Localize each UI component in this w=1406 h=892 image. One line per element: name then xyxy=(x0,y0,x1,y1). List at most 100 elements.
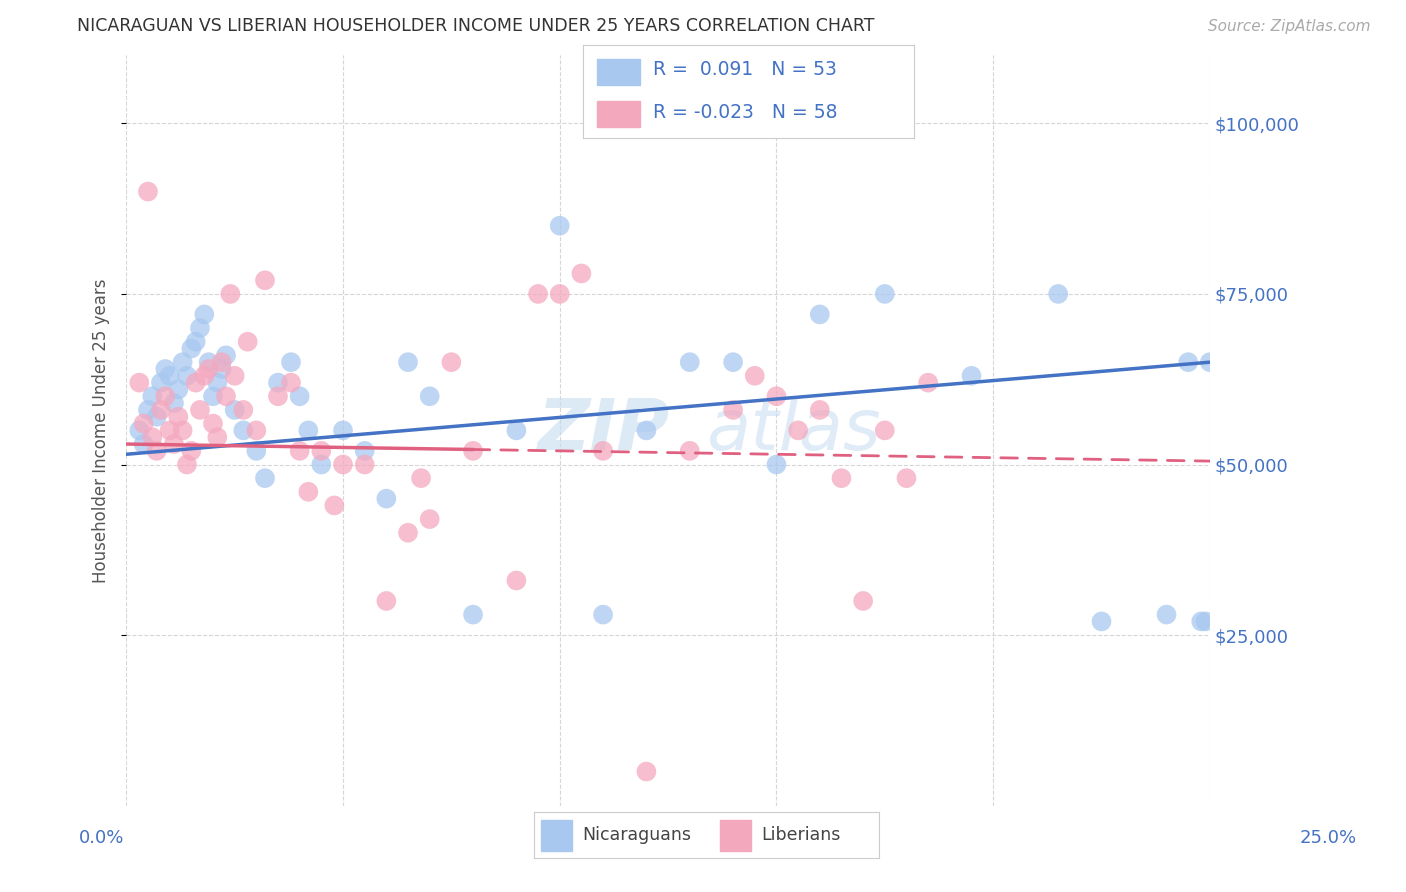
Point xyxy=(396,355,419,369)
Point xyxy=(167,409,190,424)
Point xyxy=(215,348,238,362)
Point xyxy=(253,471,276,485)
Point xyxy=(172,424,194,438)
Point xyxy=(236,334,259,349)
Text: R = -0.023   N = 58: R = -0.023 N = 58 xyxy=(652,103,838,121)
Point xyxy=(245,443,267,458)
Point xyxy=(215,389,238,403)
Point xyxy=(280,376,302,390)
Point xyxy=(197,362,219,376)
Text: NICARAGUAN VS LIBERIAN HOUSEHOLDER INCOME UNDER 25 YEARS CORRELATION CHART: NICARAGUAN VS LIBERIAN HOUSEHOLDER INCOM… xyxy=(77,17,875,35)
Point xyxy=(145,443,167,458)
Point xyxy=(193,368,215,383)
Point xyxy=(184,334,207,349)
Point xyxy=(159,368,181,383)
Point xyxy=(155,362,177,376)
Point xyxy=(808,307,831,321)
Point xyxy=(440,355,463,369)
Point xyxy=(332,424,354,438)
Point xyxy=(188,321,211,335)
Point xyxy=(808,403,831,417)
Point xyxy=(461,607,484,622)
Point xyxy=(527,287,550,301)
Point xyxy=(141,430,163,444)
Point xyxy=(830,471,852,485)
Point xyxy=(211,362,233,376)
Point xyxy=(505,424,527,438)
Point xyxy=(765,389,787,403)
Text: R =  0.091   N = 53: R = 0.091 N = 53 xyxy=(652,61,837,79)
Point xyxy=(176,458,198,472)
Point xyxy=(1047,287,1070,301)
Point xyxy=(1156,607,1178,622)
Text: atlas: atlas xyxy=(706,396,880,465)
Point xyxy=(636,424,658,438)
Bar xyxy=(541,820,572,851)
Point xyxy=(765,458,787,472)
Point xyxy=(128,376,150,390)
Point xyxy=(679,355,702,369)
Point xyxy=(288,443,311,458)
Point xyxy=(132,437,155,451)
Text: 0.0%: 0.0% xyxy=(79,829,124,847)
Point xyxy=(224,403,246,417)
Point xyxy=(128,424,150,438)
Point xyxy=(267,376,290,390)
Bar xyxy=(720,820,751,851)
Point xyxy=(1189,615,1212,629)
Point xyxy=(375,594,398,608)
Text: Source: ZipAtlas.com: Source: ZipAtlas.com xyxy=(1208,20,1371,34)
Point xyxy=(375,491,398,506)
Point xyxy=(592,443,614,458)
Point xyxy=(211,355,233,369)
Point xyxy=(1177,355,1199,369)
Point xyxy=(176,368,198,383)
Point xyxy=(232,403,254,417)
Point xyxy=(353,458,375,472)
Point xyxy=(297,484,319,499)
Point xyxy=(149,403,172,417)
Point xyxy=(721,355,744,369)
Point xyxy=(172,355,194,369)
Point xyxy=(141,389,163,403)
Point xyxy=(353,443,375,458)
Point xyxy=(721,403,744,417)
Y-axis label: Householder Income Under 25 years: Householder Income Under 25 years xyxy=(93,278,110,582)
Point xyxy=(311,458,333,472)
Point xyxy=(184,376,207,390)
Bar xyxy=(596,59,640,85)
Point xyxy=(163,437,186,451)
Text: ZIP: ZIP xyxy=(538,396,671,465)
Point xyxy=(245,424,267,438)
Point xyxy=(163,396,186,410)
Point xyxy=(419,389,441,403)
Point xyxy=(1194,615,1216,629)
Point xyxy=(136,403,159,417)
Point xyxy=(207,376,229,390)
Point xyxy=(332,458,354,472)
Point xyxy=(232,424,254,438)
Point xyxy=(1090,615,1112,629)
Point xyxy=(571,267,593,281)
Point xyxy=(852,594,875,608)
Point xyxy=(280,355,302,369)
Point xyxy=(311,443,333,458)
Point xyxy=(188,403,211,417)
Text: 25.0%: 25.0% xyxy=(1301,829,1357,847)
Point xyxy=(197,355,219,369)
Point xyxy=(145,409,167,424)
Point xyxy=(219,287,242,301)
Point xyxy=(548,287,571,301)
Point xyxy=(201,417,224,431)
Point xyxy=(224,368,246,383)
Point xyxy=(744,368,766,383)
Point xyxy=(1199,355,1222,369)
Point xyxy=(297,424,319,438)
Point xyxy=(787,424,810,438)
Point xyxy=(548,219,571,233)
Point xyxy=(873,424,896,438)
Point xyxy=(409,471,432,485)
Point xyxy=(419,512,441,526)
Point xyxy=(193,307,215,321)
Point xyxy=(253,273,276,287)
